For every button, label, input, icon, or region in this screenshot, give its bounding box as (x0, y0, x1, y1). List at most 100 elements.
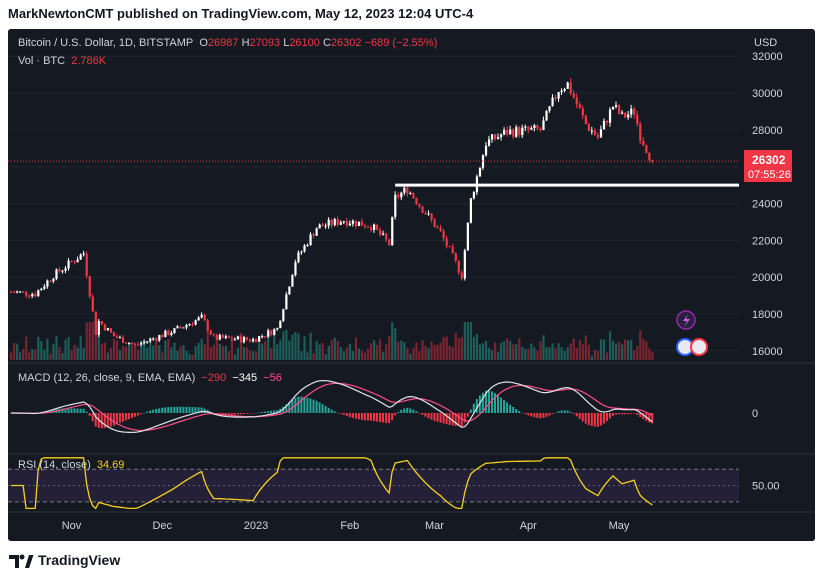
volume-bar (248, 350, 252, 360)
macd-zero-label: 0 (752, 408, 758, 420)
time-axis[interactable]: Nov Dec 2023 Feb Mar Apr May (62, 520, 630, 532)
chart-frame[interactable]: 1600018000200002200024000260002800030000… (8, 29, 815, 541)
candle-body (442, 231, 445, 239)
candle-body (333, 219, 336, 226)
candle-body (16, 291, 19, 293)
volume-value: 2.786K (71, 55, 107, 67)
volume-bar (261, 343, 264, 360)
volume-bar (348, 343, 351, 360)
volume-bar (572, 338, 575, 360)
volume-bar (19, 352, 22, 360)
volume-bar (112, 339, 116, 360)
rsi-legend[interactable]: RSI (14, close) 34.69 (18, 459, 124, 471)
candle-body (88, 276, 91, 297)
footer: TradingView (0, 544, 823, 579)
us-flag-event-icon-2[interactable] (690, 338, 708, 356)
candle-body (230, 337, 234, 340)
volume-bar (388, 336, 391, 360)
candle-body (500, 134, 503, 138)
volume-bar (451, 347, 454, 360)
candle-body (436, 227, 439, 229)
macd-histogram-bar (500, 397, 503, 413)
macd-histogram-bar (581, 413, 584, 422)
macd-histogram-bar (67, 408, 70, 413)
footer-brand[interactable]: TradingView (38, 552, 121, 568)
chart-canvas[interactable]: 1600018000200002200024000260002800030000… (8, 29, 815, 541)
macd-histogram-bar (624, 413, 627, 415)
volume-bar (127, 342, 131, 360)
event-icons[interactable] (676, 310, 708, 356)
currency-label[interactable]: USD (754, 37, 778, 49)
price-candles[interactable] (10, 78, 654, 347)
volume-bar (566, 347, 569, 360)
macd-legend[interactable]: MACD (12, 26, close, 9, EMA, EMA) −290 −… (18, 372, 282, 384)
candle-body (530, 128, 533, 130)
candle-body (115, 336, 119, 338)
volume-bar (309, 332, 312, 360)
price-axis[interactable]: 1600018000200002200024000260002800030000… (752, 51, 783, 358)
volume-bar (297, 333, 300, 360)
candle-body (630, 108, 633, 115)
candle-body (315, 228, 318, 236)
candle-body (146, 341, 149, 343)
volume-bar (85, 322, 88, 360)
volume-bar (100, 344, 103, 360)
volume-bar (379, 339, 382, 360)
candle-body (469, 198, 472, 223)
volume-bar (593, 349, 597, 360)
time-tick-label: Nov (62, 520, 82, 532)
candle-body (421, 206, 424, 213)
macd-histogram-bar (336, 412, 339, 414)
volume-bar (484, 340, 488, 360)
candle-body (578, 104, 581, 109)
candle-body (309, 234, 312, 246)
candle-body (79, 254, 82, 260)
macd-histogram-bar (487, 390, 490, 413)
volume-bar (400, 340, 403, 360)
volume-bar (611, 340, 615, 360)
volume-bar (315, 340, 318, 360)
candle-body (215, 335, 218, 340)
macd-histogram-bar (599, 413, 602, 426)
macd-histogram-bar (593, 413, 596, 427)
macd-histogram-bar (545, 413, 548, 417)
macd-histogram-bar (121, 413, 124, 422)
tradingview-logo-icon[interactable] (8, 552, 34, 570)
volume-bar (382, 352, 385, 360)
volume-bar (55, 336, 58, 360)
candle-body (569, 82, 572, 94)
candle-body (430, 213, 433, 220)
candle-body (621, 112, 624, 114)
volume-bar (512, 344, 515, 360)
candle-body (639, 123, 642, 141)
candle-body (645, 145, 648, 153)
candle-body (285, 294, 288, 310)
candle-body (203, 314, 206, 321)
volume-bar (369, 343, 373, 360)
volume-bar (79, 335, 82, 360)
volume-bar (197, 342, 200, 360)
candle-body (239, 336, 243, 343)
macd-histogram-bar (503, 400, 506, 413)
macd-histogram-bar (351, 413, 354, 418)
candle-body (91, 296, 94, 312)
candle-body (242, 337, 246, 343)
candle-body (636, 114, 639, 124)
volume-legend[interactable]: Vol · BTC 2.786K (18, 55, 106, 67)
candle-body (270, 330, 273, 335)
volume-bar (385, 344, 388, 360)
candle-body (19, 291, 22, 293)
candle-body (418, 204, 421, 207)
candle-body (31, 294, 34, 297)
volume-bar (581, 344, 584, 360)
volume-bar (327, 345, 330, 360)
macd-histogram-bar (300, 396, 303, 413)
symbol-legend[interactable]: Bitcoin / U.S. Dollar, 1D, BITSTAMP O269… (18, 37, 437, 49)
volume-bar (321, 342, 324, 360)
rsi-pane[interactable]: 50.00 (8, 457, 780, 510)
candle-body (233, 339, 237, 341)
price-tick-label: 32000 (752, 51, 783, 63)
volume-bar (291, 334, 294, 360)
macd-pane[interactable]: 0 (10, 379, 758, 433)
macd-histogram-bar (82, 408, 85, 413)
